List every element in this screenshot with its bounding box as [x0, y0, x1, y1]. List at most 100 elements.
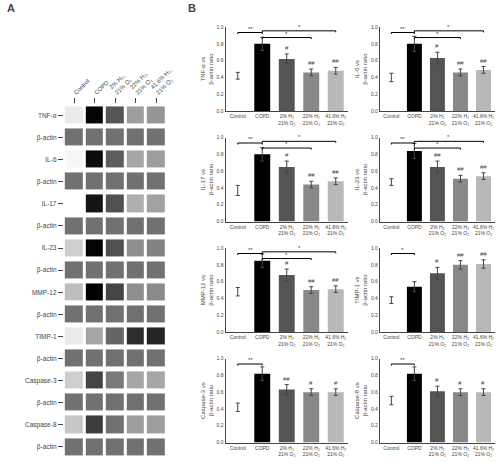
svg-text:Caspase-3: Caspase-3 [25, 377, 57, 385]
svg-text:#: # [285, 45, 289, 51]
svg-text:0.2: 0.2 [217, 201, 224, 207]
svg-text:0.0: 0.0 [371, 439, 378, 445]
svg-text:0.0: 0.0 [217, 329, 224, 335]
svg-text:β-actin: β-actin [37, 222, 57, 230]
svg-text:COPD: COPD [255, 445, 270, 451]
svg-text:*: * [436, 141, 439, 147]
svg-text:0.8: 0.8 [217, 262, 224, 268]
svg-text:Control: Control [383, 334, 399, 340]
svg-text:MMP-12 vsβ-actin ratio: MMP-12 vsβ-actin ratio [200, 274, 214, 306]
svg-text:*: * [298, 134, 301, 140]
svg-text:MMP-12: MMP-12 [32, 289, 57, 296]
svg-text:COPD: COPD [407, 445, 422, 451]
svg-text:COPD: COPD [93, 79, 110, 96]
svg-text:22% H₂21% O₂: 22% H₂21% O₂ [452, 445, 469, 458]
svg-text:**: ** [248, 357, 253, 363]
svg-text:0.4: 0.4 [217, 185, 224, 191]
svg-text:2% H₂21% O₂: 2% H₂21% O₂ [278, 113, 295, 126]
svg-text:COPD: COPD [255, 224, 270, 230]
svg-text:#: # [309, 380, 313, 386]
svg-text:41.6% H₂,21% O₂: 41.6% H₂,21% O₂ [149, 67, 178, 96]
svg-text:41.6% H₂21% O₂: 41.6% H₂21% O₂ [473, 224, 494, 237]
svg-text:#: # [285, 260, 289, 266]
svg-text:41.6% H₂21% O₂: 41.6% H₂21% O₂ [325, 113, 346, 126]
svg-text:**: ** [248, 247, 253, 253]
svg-text:##: ## [457, 60, 464, 66]
svg-text:0.2: 0.2 [371, 201, 378, 207]
svg-text:2% H₂21% O₂: 2% H₂21% O₂ [429, 113, 446, 126]
svg-text:#: # [435, 377, 439, 383]
svg-text:0.6: 0.6 [217, 278, 224, 284]
svg-text:22% H₂21% O₂: 22% H₂21% O₂ [452, 224, 469, 237]
svg-text:TNF-α vsβ-actin ratio: TNF-α vsβ-actin ratio [200, 53, 214, 85]
svg-text:*: * [285, 31, 288, 37]
svg-text:Control: Control [383, 445, 399, 451]
svg-text:2% H₂21% O₂: 2% H₂21% O₂ [429, 334, 446, 347]
svg-text:22% H₂21% O₂: 22% H₂21% O₂ [303, 445, 320, 458]
svg-text:0.8: 0.8 [371, 372, 378, 378]
svg-text:IL-6: IL-6 [45, 156, 57, 163]
svg-text:##: ## [332, 169, 339, 175]
svg-text:β-actin: β-actin [37, 311, 57, 319]
svg-text:1.0: 1.0 [371, 245, 378, 251]
svg-text:Control: Control [383, 113, 399, 119]
svg-text:2% H₂21% O₂: 2% H₂21% O₂ [429, 224, 446, 237]
svg-text:*: * [401, 247, 404, 253]
svg-text:0.4: 0.4 [371, 74, 378, 80]
svg-text:COPD: COPD [407, 334, 422, 340]
svg-text:*: * [436, 31, 439, 37]
svg-text:0.6: 0.6 [371, 57, 378, 63]
svg-text:IL-17: IL-17 [42, 200, 57, 207]
svg-text:2% H₂21% O₂: 2% H₂21% O₂ [278, 224, 295, 237]
svg-text:2% H₂,21% O₂: 2% H₂,21% O₂ [108, 71, 133, 96]
svg-text:0.2: 0.2 [217, 91, 224, 97]
svg-text:0.4: 0.4 [371, 185, 378, 191]
svg-text:0.8: 0.8 [217, 41, 224, 47]
svg-text:22% H₂21% O₂: 22% H₂21% O₂ [303, 113, 320, 126]
svg-text:2% H₂21% O₂: 2% H₂21% O₂ [278, 334, 295, 347]
svg-text:##: ## [480, 164, 487, 170]
svg-text:#: # [458, 380, 462, 386]
svg-text:41.6% H₂21% O₂: 41.6% H₂21% O₂ [325, 334, 346, 347]
svg-text:0.4: 0.4 [217, 295, 224, 301]
svg-text:##: ## [457, 166, 464, 172]
svg-text:*: * [285, 141, 288, 147]
svg-text:0.8: 0.8 [217, 372, 224, 378]
svg-text:Control: Control [383, 224, 399, 230]
svg-text:2% H₂21% O₂: 2% H₂21% O₂ [429, 445, 446, 458]
svg-text:0.4: 0.4 [217, 406, 224, 412]
svg-text:0.0: 0.0 [217, 218, 224, 224]
svg-text:##: ## [332, 277, 339, 283]
svg-text:41.6% H₂21% O₂: 41.6% H₂21% O₂ [473, 113, 494, 126]
svg-text:#: # [481, 380, 485, 386]
svg-text:0.4: 0.4 [217, 74, 224, 80]
svg-text:##: ## [308, 60, 315, 66]
svg-text:##: ## [283, 376, 290, 382]
svg-text:TIMP-1 vsβ-actin ratio: TIMP-1 vsβ-actin ratio [354, 274, 368, 306]
svg-text:*: * [447, 24, 450, 30]
svg-text:0.2: 0.2 [217, 422, 224, 428]
svg-text:0.0: 0.0 [217, 439, 224, 445]
svg-text:B: B [188, 2, 196, 14]
svg-text:#: # [435, 43, 439, 49]
svg-text:1.0: 1.0 [371, 24, 378, 30]
svg-text:##: ## [308, 172, 315, 178]
svg-text:COPD: COPD [407, 113, 422, 119]
svg-text:22% H₂21% O₂: 22% H₂21% O₂ [303, 224, 320, 237]
svg-text:Control: Control [230, 113, 246, 119]
svg-text:**: ** [248, 136, 253, 142]
svg-text:**: ** [400, 26, 405, 32]
svg-text:IL-23: IL-23 [42, 244, 57, 251]
svg-text:22% H₂21% O₂: 22% H₂21% O₂ [303, 334, 320, 347]
svg-text:**: ** [400, 136, 405, 142]
svg-text:0.8: 0.8 [217, 151, 224, 157]
svg-text:##: ## [480, 251, 487, 257]
svg-text:1.0: 1.0 [217, 134, 224, 140]
svg-text:Caspase-3 vsβ-actin ratio: Caspase-3 vsβ-actin ratio [200, 382, 214, 419]
svg-text:β-actin: β-actin [37, 266, 57, 274]
svg-text:**: ** [248, 26, 253, 32]
svg-text:0.2: 0.2 [217, 312, 224, 318]
svg-text:TNF-α: TNF-α [38, 112, 57, 119]
svg-text:Control: Control [230, 224, 246, 230]
svg-text:##: ## [480, 58, 487, 64]
